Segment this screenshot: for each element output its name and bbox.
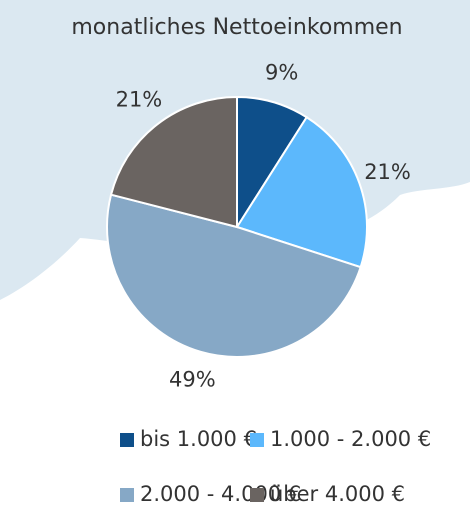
legend-label: 1.000 - 2.000 € — [270, 427, 431, 451]
legend-label: über 4.000 € — [270, 482, 405, 506]
chart-title: monatliches Nettoeinkommen — [71, 15, 402, 40]
legend-swatch — [120, 488, 134, 502]
pie-slice — [109, 95, 238, 229]
data-label: 49% — [169, 368, 216, 392]
legend-swatch — [250, 488, 264, 502]
legend-label: bis 1.000 € — [140, 427, 257, 451]
legend-label: 2.000 - 4.000 € — [140, 482, 301, 506]
legend-swatch — [250, 433, 264, 447]
data-label: 21% — [116, 88, 163, 112]
data-label: 21% — [364, 160, 411, 184]
data-label: 9% — [265, 60, 298, 84]
legend-swatch — [120, 433, 134, 447]
pie-slice — [235, 115, 368, 269]
pie-slice — [106, 193, 362, 358]
